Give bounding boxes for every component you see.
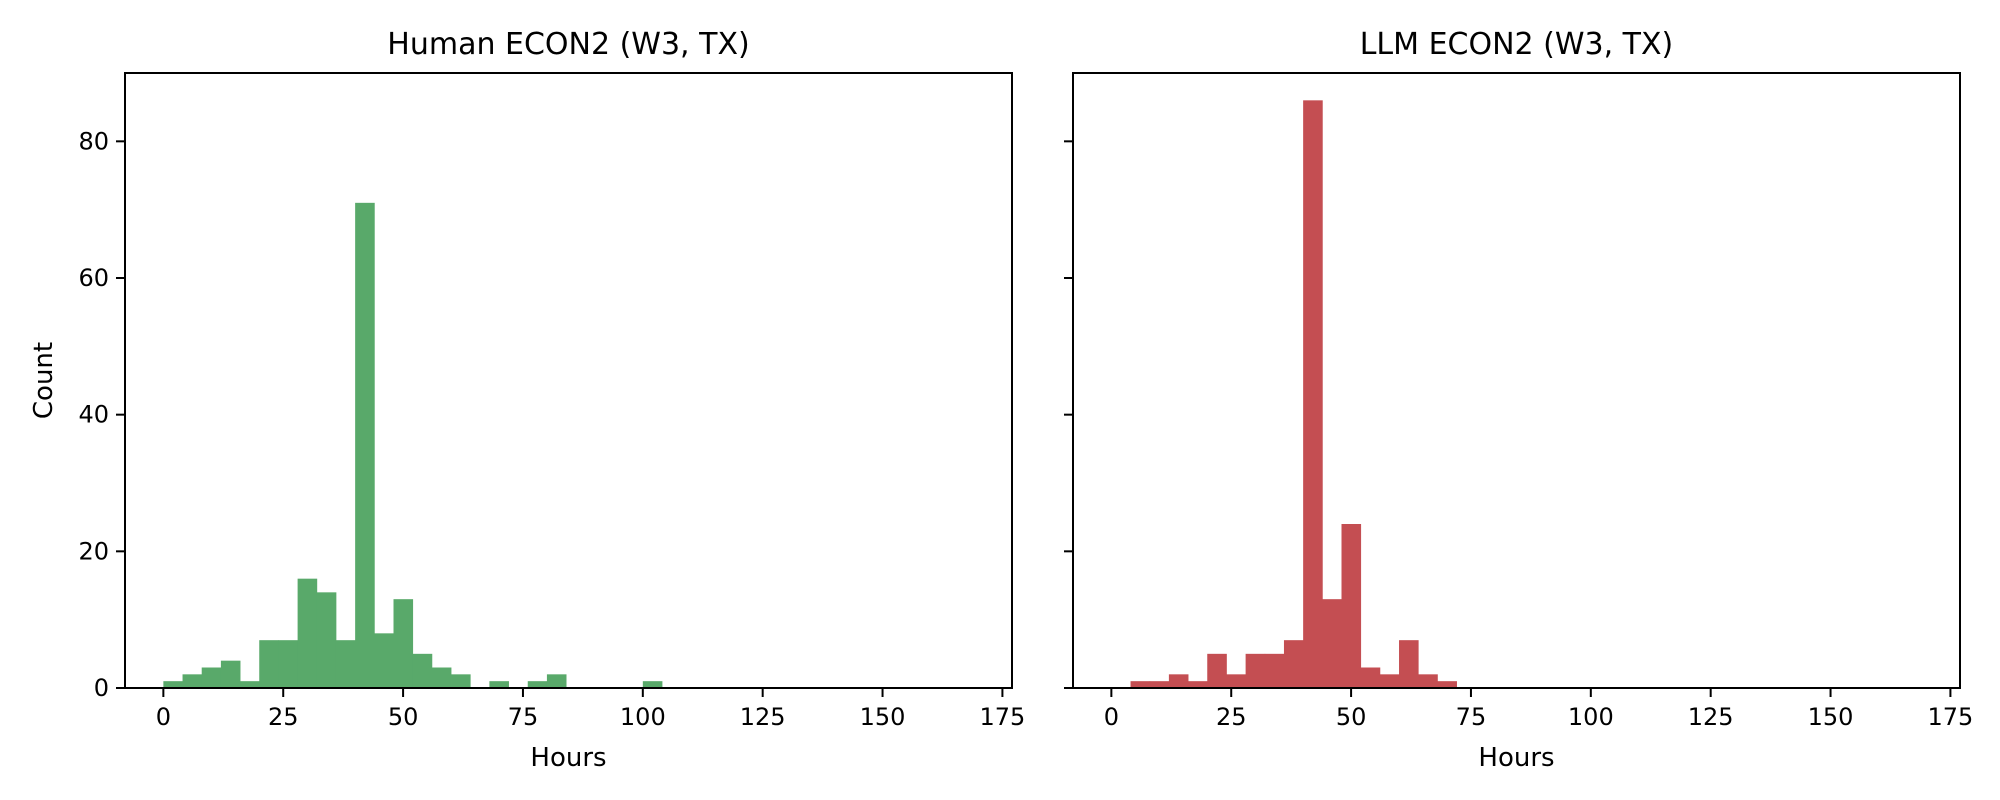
human-bar-9	[335, 640, 356, 688]
human-y-tick-label-2: 40	[78, 401, 109, 429]
llm-bar-6	[1245, 653, 1266, 688]
llm-x-tick-label-5: 125	[1688, 703, 1734, 731]
llm-bar-7	[1264, 653, 1285, 688]
human-bar-12	[393, 599, 414, 688]
human-y-axis-label: Count	[29, 342, 59, 419]
human-y-tick-label-4: 80	[78, 127, 109, 155]
llm-x-tick-label-0: 0	[1104, 703, 1119, 731]
human-bar-8	[316, 592, 337, 688]
human-x-tick-label-1: 25	[268, 703, 299, 731]
human-bar-18	[546, 674, 567, 688]
human-bar-7	[297, 578, 318, 688]
llm-bar-14	[1399, 640, 1419, 688]
llm-histogram-panel: LLM ECON2 (W3, TX) 0 25 50 75 100 125 150 175 Hou…	[1064, 27, 1973, 773]
human-x-axis-label: Hours	[530, 743, 606, 773]
llm-bar-13	[1379, 674, 1400, 688]
llm-bar-9	[1303, 100, 1323, 688]
llm-bar-3	[1188, 681, 1208, 688]
human-bar-19	[642, 681, 663, 688]
llm-bar-4	[1207, 653, 1227, 688]
llm-x-tick-label-4: 100	[1568, 703, 1614, 731]
human-x-tick-label-6: 150	[860, 703, 906, 731]
human-bar-14	[431, 667, 452, 688]
llm-x-tick-label-1: 25	[1216, 703, 1247, 731]
llm-bar-0	[1130, 681, 1151, 688]
human-bar-2	[201, 667, 222, 688]
llm-bar-1	[1149, 681, 1170, 688]
llm-x-axis-label: Hours	[1478, 743, 1554, 773]
human-histogram-panel: Human ECON2 (W3, TX) 0 25 50 75 100 125 150 175 0…	[29, 27, 1025, 773]
human-bar-4	[240, 681, 260, 688]
llm-bar-8	[1283, 640, 1304, 688]
llm-x-tick-label-7: 175	[1928, 703, 1974, 731]
human-x-tick-label-5: 125	[740, 703, 786, 731]
llm-bar-15	[1418, 674, 1438, 688]
human-bar-6	[278, 640, 299, 688]
llm-bar-16	[1437, 681, 1457, 688]
llm-chart-title: LLM ECON2 (W3, TX)	[1360, 27, 1674, 62]
human-x-tick-label-7: 175	[980, 703, 1026, 731]
llm-bar-11	[1341, 524, 1362, 688]
human-y-tick-label-0: 0	[94, 674, 109, 702]
human-x-tick-label-4: 100	[620, 703, 666, 731]
human-plot-frame	[124, 72, 1013, 689]
llm-plot-frame	[1072, 72, 1961, 689]
llm-x-tick-label-6: 150	[1808, 703, 1854, 731]
human-bar-3	[220, 660, 241, 688]
human-bar-5	[259, 640, 279, 688]
llm-bar-10	[1322, 599, 1342, 688]
human-y-tick-label-1: 20	[78, 537, 109, 565]
human-bar-11	[374, 633, 394, 688]
llm-x-tick-label-3: 75	[1456, 703, 1487, 731]
human-bar-16	[489, 681, 509, 688]
human-x-tick-label-3: 75	[508, 703, 539, 731]
llm-bar-12	[1360, 667, 1381, 688]
human-chart-title: Human ECON2 (W3, TX)	[387, 27, 749, 62]
llm-bar-5	[1226, 674, 1247, 688]
human-x-tick-label-0: 0	[156, 703, 171, 731]
llm-x-tick-label-2: 50	[1336, 703, 1367, 731]
human-bar-0	[163, 681, 183, 688]
human-y-tick-label-3: 60	[78, 264, 109, 292]
human-bar-15	[451, 674, 471, 688]
human-bar-1	[182, 674, 203, 688]
llm-bar-2	[1168, 674, 1189, 688]
human-bar-17	[527, 681, 548, 688]
human-x-tick-label-2: 50	[388, 703, 419, 731]
human-bar-10	[355, 202, 375, 688]
human-bar-13	[412, 653, 433, 688]
